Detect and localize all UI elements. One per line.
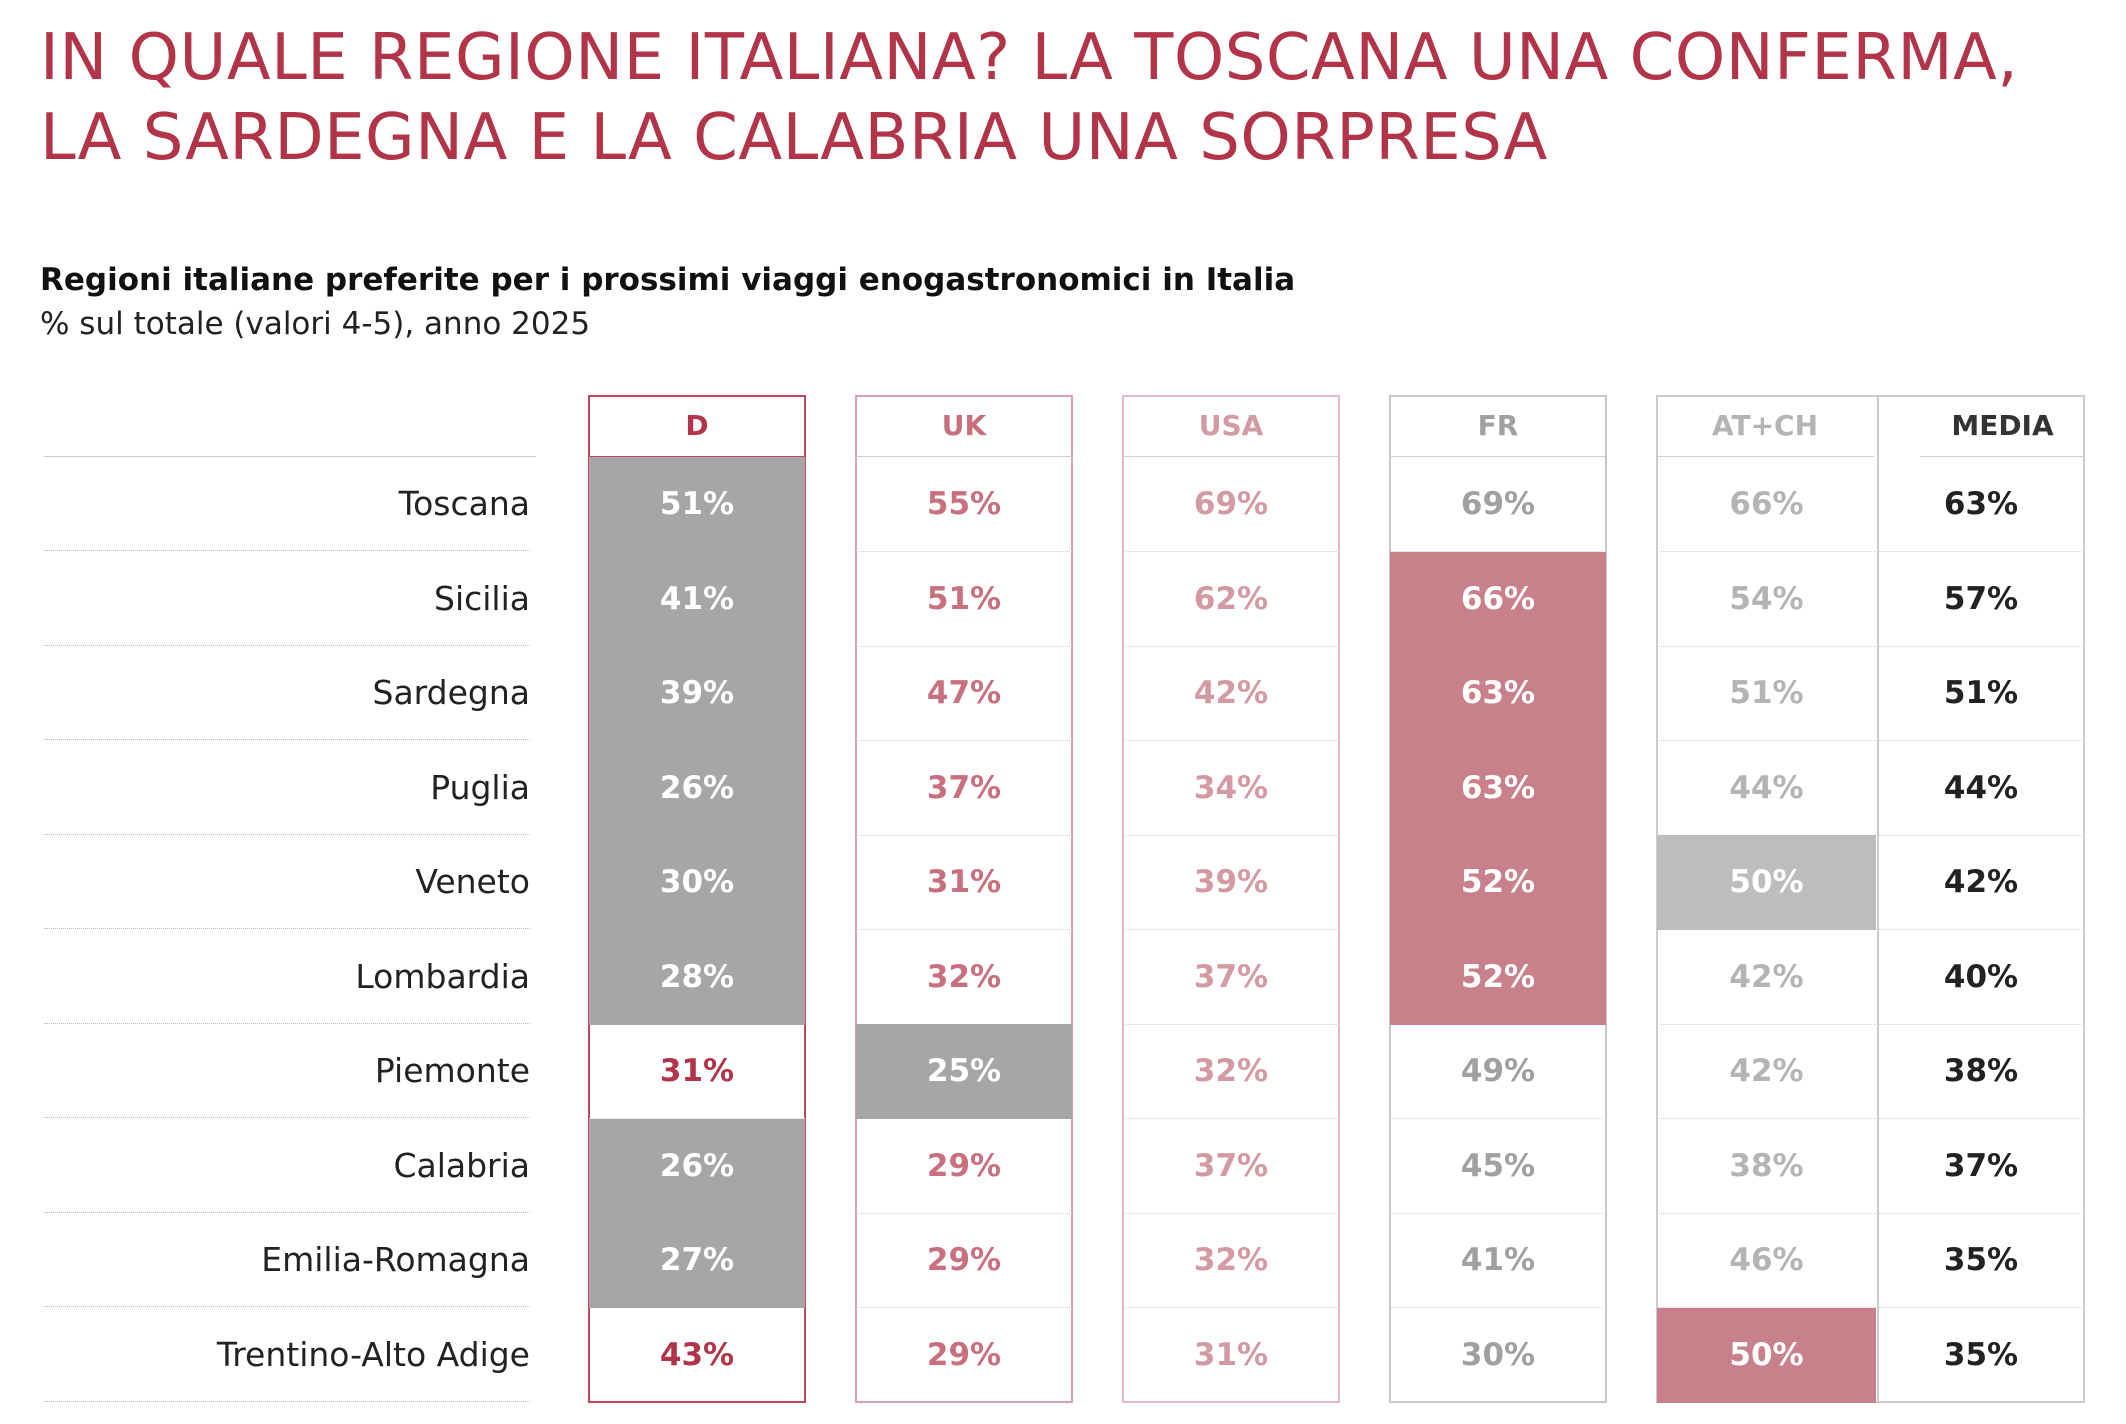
row-label: Sicilia xyxy=(44,552,530,646)
value-cell: 42% xyxy=(1123,646,1339,741)
value-cell: 27% xyxy=(589,1213,805,1308)
row-label: Sardegna xyxy=(44,646,530,740)
value-cell: 32% xyxy=(856,930,1072,1025)
value-cell: 50% xyxy=(1657,835,1876,930)
value-cell: 37% xyxy=(1123,930,1339,1025)
value-cell: 37% xyxy=(856,741,1072,836)
column-uk xyxy=(855,395,1073,1403)
value-cell: 32% xyxy=(1123,1024,1339,1119)
value-cell: 39% xyxy=(1123,835,1339,930)
value-cell: 69% xyxy=(1123,457,1339,552)
column-header: AT+CH xyxy=(1656,395,1874,457)
value-cell: 35% xyxy=(1878,1213,2084,1308)
value-cell: 54% xyxy=(1657,552,1876,647)
value-cell: 31% xyxy=(1193,1337,1269,1373)
value-cell: 46% xyxy=(1657,1213,1876,1308)
value-cell: 30% xyxy=(589,835,805,930)
value-cell: 38% xyxy=(1878,1024,2084,1119)
row-label: Lombardia xyxy=(44,930,530,1024)
column-usa xyxy=(1122,395,1340,1403)
value-cell: 38% xyxy=(1657,1119,1876,1214)
row-label: Veneto xyxy=(44,835,530,929)
value-cell: 69% xyxy=(1390,457,1606,552)
value-cell: 39% xyxy=(589,646,805,741)
value-cell: 45% xyxy=(1390,1119,1606,1214)
value-cell: 37% xyxy=(1123,1119,1339,1214)
value-cell: 31% xyxy=(589,1024,805,1119)
value-cell: 66% xyxy=(1657,457,1876,552)
value-cell: 42% xyxy=(1657,1024,1876,1119)
header-divider xyxy=(44,456,536,457)
row-label: Emilia-Romagna xyxy=(44,1213,530,1307)
value-cell: 49% xyxy=(1390,1024,1606,1119)
value-cell: 42% xyxy=(1657,930,1876,1025)
value-cell: 40% xyxy=(1878,930,2084,1025)
value-cell: 28% xyxy=(589,929,805,1025)
value-cell: 34% xyxy=(1123,741,1339,836)
column-header: D xyxy=(588,395,806,457)
value-cell: 32% xyxy=(1123,1213,1339,1308)
value-cell: 25% xyxy=(856,1024,1072,1119)
column-header: USA xyxy=(1122,395,1340,457)
value-cell: 51% xyxy=(589,457,805,552)
value-cell: 51% xyxy=(1657,646,1876,741)
value-cell: 63% xyxy=(1390,646,1606,741)
row-label: Toscana xyxy=(44,457,530,551)
value-cell: 52% xyxy=(1390,835,1606,930)
value-cell: 30% xyxy=(1460,1337,1536,1373)
value-cell: 42% xyxy=(1878,835,2084,930)
chart-subtitle: % sul totale (valori 4-5), anno 2025 xyxy=(40,306,591,342)
value-cell: 43% xyxy=(659,1337,735,1373)
value-cell: 66% xyxy=(1390,551,1606,647)
row-label: Calabria xyxy=(44,1119,530,1213)
value-cell: 31% xyxy=(856,835,1072,930)
row-label: Trentino-Alto Adige xyxy=(44,1308,530,1402)
column-header: MEDIA xyxy=(1920,395,2085,457)
column-header: FR xyxy=(1389,395,1607,457)
page-title: IN QUALE REGIONE ITALIANA? LA TOSCANA UN… xyxy=(40,21,2019,175)
value-cell: 47% xyxy=(856,646,1072,741)
value-cell: 41% xyxy=(1390,1213,1606,1308)
value-cell: 44% xyxy=(1878,741,2084,836)
value-cell: 51% xyxy=(856,552,1072,647)
value-cell: 29% xyxy=(926,1337,1002,1373)
row-label: Puglia xyxy=(44,741,530,835)
media-separator xyxy=(1877,395,1879,1403)
value-cell: 29% xyxy=(856,1213,1072,1308)
value-cell: 37% xyxy=(1878,1119,2084,1214)
chart-title: Regioni italiane preferite per i prossim… xyxy=(40,262,1296,298)
value-cell: 63% xyxy=(1390,740,1606,836)
value-cell: 29% xyxy=(856,1119,1072,1214)
value-cell: 55% xyxy=(856,457,1072,552)
column-header: UK xyxy=(855,395,1073,457)
value-cell: 26% xyxy=(589,1118,805,1214)
value-cell: 26% xyxy=(589,740,805,836)
value-cell: 63% xyxy=(1878,457,2084,552)
value-cell: 35% xyxy=(1943,1337,2019,1373)
row-label: Piemonte xyxy=(44,1024,530,1118)
value-cell: 41% xyxy=(589,551,805,647)
value-cell: 51% xyxy=(1878,646,2084,741)
value-cell: 50% xyxy=(1657,1307,1876,1403)
value-cell: 62% xyxy=(1123,552,1339,647)
value-cell: 52% xyxy=(1390,929,1606,1025)
value-cell: 57% xyxy=(1878,552,2084,647)
value-cell: 44% xyxy=(1657,741,1876,836)
